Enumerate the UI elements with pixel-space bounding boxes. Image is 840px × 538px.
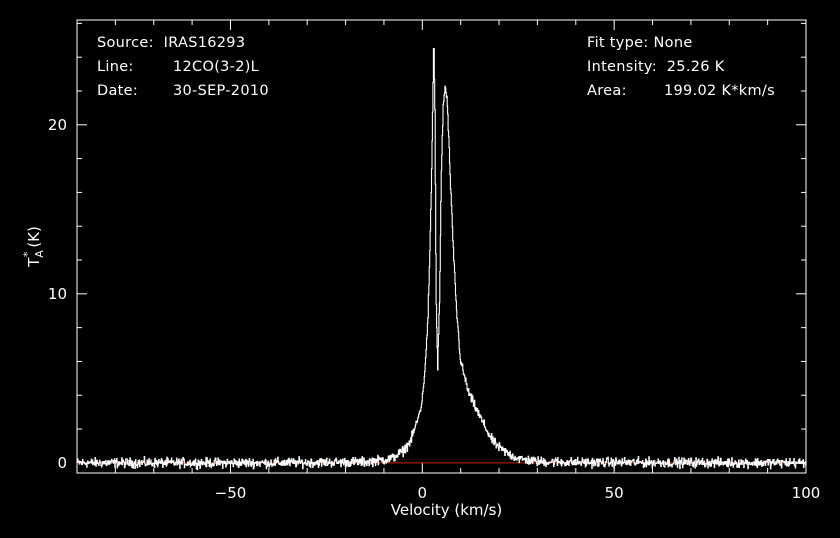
line-label: Line: <box>97 59 134 75</box>
source-value: IRAS16293 <box>163 35 246 51</box>
intensity-label: Intensity: <box>587 59 657 75</box>
x-tick-label: 0 <box>418 484 428 502</box>
intensity-value: 25.26 K <box>666 59 725 75</box>
date-label: Date: <box>97 83 139 99</box>
y-tick-label: 10 <box>48 285 67 303</box>
x-tick-label: 100 <box>792 484 821 502</box>
y-axis-label-sub: A <box>33 250 46 258</box>
y-tick-label: 20 <box>48 116 67 134</box>
line-row: Line: 12CO(3-2)L <box>97 59 259 75</box>
line-value: 12CO(3-2)L <box>173 59 260 75</box>
y-tick-label: 0 <box>57 454 67 472</box>
x-axis-label: Velocity (km/s) <box>391 501 502 519</box>
y-axis-label-sup: * <box>21 251 34 257</box>
fit-type-row: Fit type: None <box>587 35 693 51</box>
y-axis-label: TA* (K) <box>21 226 46 268</box>
area-value: 199.02 K*km/s <box>664 83 775 99</box>
x-tick-label: −50 <box>215 484 247 502</box>
plot-frame <box>76 19 807 474</box>
source-label: Source: <box>97 35 154 51</box>
spectrum-group <box>76 47 807 471</box>
y-axis-label-unit: (K) <box>25 226 43 248</box>
fit-type-label: Fit type: <box>587 35 649 51</box>
fit-type-value: None <box>653 35 693 51</box>
source-row: Source: IRAS16293 <box>97 35 245 51</box>
date-row: Date: 30-SEP-2010 <box>97 83 269 99</box>
x-tick-label: 50 <box>605 484 624 502</box>
area-label: Area: <box>587 83 627 99</box>
intensity-row: Intensity: 25.26 K <box>587 59 725 75</box>
axis-labels-group: −50 0 50 100 0 10 20 Velocity (km/s) TA* (K) <box>21 116 820 519</box>
date-value: 30-SEP-2010 <box>173 83 269 99</box>
y-axis-label-main: T <box>25 257 43 268</box>
area-row: Area: 199.02 K*km/s <box>587 83 775 99</box>
spectrum-line <box>76 47 807 471</box>
